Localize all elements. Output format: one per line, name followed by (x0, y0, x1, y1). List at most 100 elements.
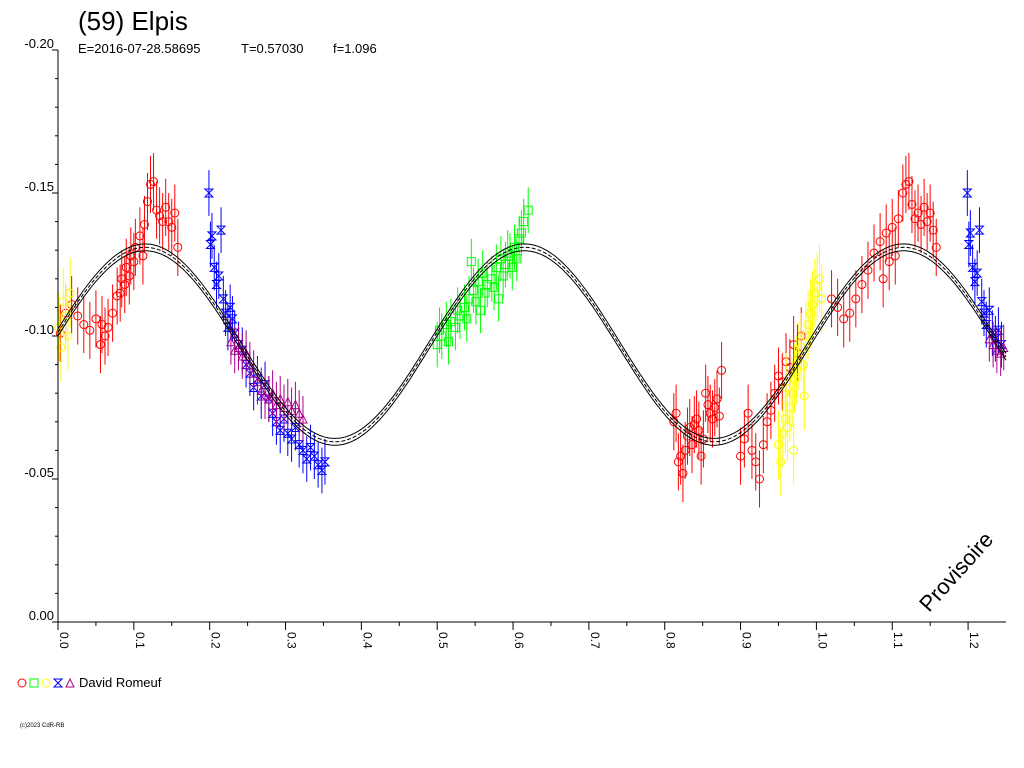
data-point (167, 222, 177, 232)
data-point (884, 257, 894, 267)
data-point (498, 271, 508, 281)
data-point (316, 465, 328, 475)
data-point (931, 242, 941, 252)
data-point (701, 388, 711, 398)
data-layer (54, 152, 1009, 508)
data-point (787, 388, 797, 398)
data-point (678, 468, 688, 478)
data-point (780, 414, 790, 424)
data-point (124, 271, 134, 281)
data-point (922, 217, 932, 227)
data-point (209, 262, 220, 272)
data-point (100, 331, 110, 341)
data-point (489, 282, 499, 292)
legend-observer: David Romeuf (79, 675, 162, 690)
legend-symbol (29, 678, 39, 688)
data-point (297, 445, 309, 455)
data-point (218, 294, 229, 304)
chart-title: (59) Elpis (78, 6, 188, 36)
data-point (260, 390, 270, 401)
y-tick-label: 0.00 (29, 608, 54, 623)
y-axis-ticks: -0.20 -0.15 -0.10 -0.05 0.00 (24, 36, 58, 623)
data-point (962, 188, 973, 198)
data-point (115, 288, 125, 298)
data-point (863, 265, 873, 275)
data-point (305, 443, 316, 453)
data-point (910, 214, 920, 224)
y-tick-label: -0.20 (24, 36, 54, 51)
data-point (480, 288, 490, 298)
data-point (755, 474, 765, 484)
data-point (714, 411, 724, 421)
fit-curve-line (57, 246, 1007, 443)
data-point (170, 208, 180, 218)
copyright-text: (c)2023 CdR-RB (20, 723, 64, 729)
x-tick-label: 0.9 (740, 632, 754, 649)
data-point (904, 177, 914, 187)
x-tick-label: 0.6 (512, 632, 526, 649)
fit-curve-line (57, 250, 1007, 446)
data-point (696, 451, 706, 461)
data-point (717, 365, 727, 375)
data-point (138, 251, 148, 261)
data-point (233, 342, 244, 352)
data-point (149, 177, 159, 187)
data-point (275, 425, 286, 435)
data-point (252, 376, 263, 387)
data-point (887, 222, 897, 232)
data-point (112, 291, 122, 301)
data-point (117, 274, 127, 284)
data-point (294, 408, 304, 418)
x-tick-label: 1.0 (815, 632, 829, 649)
data-point (676, 451, 686, 461)
data-point (97, 320, 107, 330)
data-point (298, 413, 308, 424)
data-point (783, 423, 793, 433)
y-tick-label: -0.05 (24, 465, 54, 480)
data-point (301, 454, 312, 464)
data-point (446, 317, 456, 327)
data-point (155, 211, 165, 221)
data-point (475, 305, 485, 315)
data-point (437, 331, 447, 341)
data-point (971, 268, 983, 278)
data-point (211, 280, 222, 290)
legend-symbol (52, 678, 64, 688)
data-point (814, 274, 824, 284)
x-tick-label: 0.8 (664, 632, 678, 649)
data-point (121, 262, 131, 272)
data-point (919, 202, 929, 212)
data-point (309, 451, 320, 461)
data-point (976, 297, 987, 307)
data-point (776, 457, 786, 467)
data-point (789, 445, 799, 455)
data-point (63, 331, 73, 341)
data-point (898, 188, 908, 198)
data-point (95, 340, 105, 350)
x-tick-label: 1.2 (967, 632, 981, 649)
data-point (778, 428, 788, 438)
data-point (692, 414, 702, 424)
x-tick-label: 0.7 (588, 632, 602, 649)
data-point (213, 271, 224, 281)
data-point (206, 231, 218, 241)
data-point (995, 348, 1006, 358)
data-point (73, 311, 83, 321)
data-point (142, 197, 152, 207)
data-point (743, 408, 753, 418)
data-point (444, 337, 454, 347)
x-tick-label: 0.3 (285, 632, 299, 649)
x-axis-ticks: 0.0 0.1 0.2 0.3 0.4 0.5 0.6 0.7 0.8 0.9 1.0 1.1 1.2 (57, 622, 981, 649)
data-point (462, 314, 472, 324)
data-point (712, 394, 722, 404)
data-point (58, 297, 68, 307)
data-point (878, 274, 888, 284)
data-point (851, 294, 861, 304)
data-point (519, 217, 529, 227)
data-point (173, 242, 183, 252)
data-point (803, 320, 813, 330)
data-point (687, 440, 697, 450)
legend-symbol (65, 677, 75, 688)
data-point (120, 280, 130, 290)
